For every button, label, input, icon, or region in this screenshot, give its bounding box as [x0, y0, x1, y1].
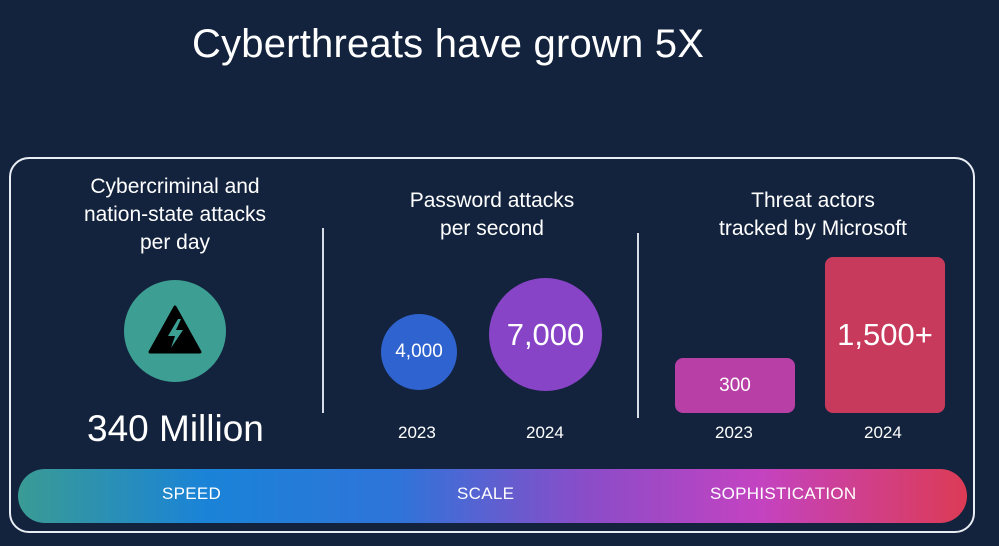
section-divider [637, 233, 639, 418]
attacks-value: 340 Million [87, 408, 264, 449]
password-bubble-2024: 7,000 [489, 278, 602, 391]
password-year-2023: 2023 [398, 423, 436, 442]
spectrum-bar [18, 469, 967, 523]
actors-year-2023: 2023 [715, 423, 753, 442]
passwords-heading: Password attacks per second [372, 187, 612, 243]
actors-heading-line: Threat actors [751, 189, 875, 212]
section-divider [322, 228, 324, 413]
attacks-heading-line: nation-state attacks [83, 203, 267, 226]
page-title: Cyberthreats have grown 5X [192, 22, 705, 66]
spectrum-label-speed: SPEED [162, 484, 222, 503]
actors-year-2024: 2024 [864, 423, 902, 442]
attacks-heading-line: per day [139, 231, 211, 254]
stats-panel [9, 157, 975, 533]
alert-circle [124, 280, 226, 382]
alert-lightning-icon [148, 305, 202, 354]
actors-bar-2023: 300 [675, 358, 795, 413]
actors-heading-line: tracked by Microsoft [719, 217, 907, 240]
attacks-heading: Cybercriminal and nation-state attacks p… [55, 173, 295, 257]
actors-heading: Threat actors tracked by Microsoft [693, 187, 933, 243]
passwords-heading-line: Password attacks [409, 189, 575, 212]
password-bubble-2023: 4,000 [381, 314, 457, 390]
attacks-heading-line: Cybercriminal and [90, 175, 260, 198]
spectrum-label-sophistication: SOPHISTICATION [710, 484, 857, 503]
actors-bar-2024: 1,500+ [825, 257, 945, 413]
password-year-2024: 2024 [526, 423, 564, 442]
passwords-heading-line: per second [440, 217, 544, 240]
spectrum-label-scale: SCALE [457, 484, 515, 503]
